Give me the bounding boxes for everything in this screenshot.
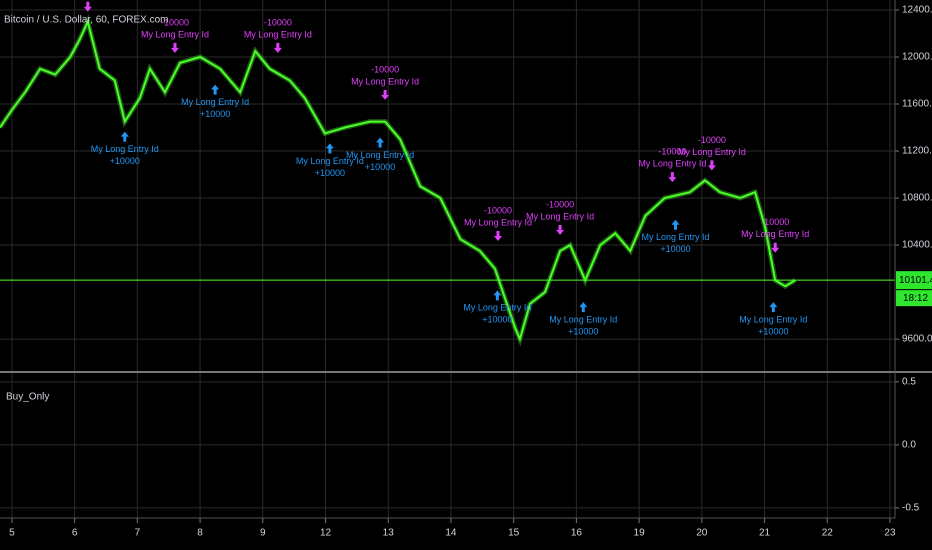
signal-amount: +10000 bbox=[365, 162, 395, 172]
sell-arrow bbox=[493, 230, 502, 241]
x-tick-label: 8 bbox=[197, 528, 203, 539]
y-tick-label: 12400.0 bbox=[902, 5, 932, 16]
countdown-label: 18:12 bbox=[903, 293, 928, 304]
signal-amount: -10000 bbox=[658, 147, 686, 157]
signal-amount: -10000 bbox=[546, 199, 574, 209]
signal-amount: -10000 bbox=[264, 17, 292, 27]
signal-label: My Long Entry Id bbox=[741, 229, 809, 239]
signal-amount: +10000 bbox=[568, 326, 598, 336]
y-tick-label: 10800.0 bbox=[902, 193, 932, 204]
y-tick-label: 9600.0 bbox=[902, 334, 932, 345]
y-tick-label: 11600.0 bbox=[902, 99, 932, 110]
signal-amount: +10000 bbox=[482, 315, 512, 325]
x-tick-label: 12 bbox=[320, 528, 332, 539]
y-tick-label: 0.5 bbox=[902, 376, 916, 387]
y-tick-label: 12000.0 bbox=[902, 52, 932, 63]
signal-label: My Long Entry Id bbox=[464, 217, 532, 227]
pane-title: Buy_Only bbox=[6, 392, 49, 403]
price-line bbox=[0, 18, 796, 343]
signal-label: My Long Entry Id bbox=[351, 76, 419, 86]
last-price-box bbox=[896, 271, 932, 290]
x-tick-label: 14 bbox=[445, 528, 457, 539]
buy-arrow bbox=[325, 143, 334, 154]
buy-arrow bbox=[120, 131, 129, 142]
signal-label: My Long Entry Id bbox=[526, 211, 594, 221]
x-tick-label: 16 bbox=[571, 528, 583, 539]
x-tick-label: 22 bbox=[822, 528, 834, 539]
chart-title: Bitcoin / U.S. Dollar, 60, FOREX.com bbox=[4, 15, 169, 26]
signal-amount: +10000 bbox=[660, 244, 690, 254]
countdown-box bbox=[896, 290, 932, 307]
signal-label: My Long Entry Id bbox=[739, 314, 807, 324]
sell-arrow bbox=[83, 1, 92, 12]
y-tick-label: 10400.0 bbox=[902, 240, 932, 251]
signal-label: My Long Entry Id bbox=[141, 29, 209, 39]
signal-label: My Long Entry Id bbox=[549, 314, 617, 324]
y-tick-label: 11200.0 bbox=[902, 146, 932, 157]
y-tick-label: -0.5 bbox=[902, 503, 920, 514]
x-tick-label: 6 bbox=[72, 528, 78, 539]
signal-amount: +10000 bbox=[758, 326, 788, 336]
x-tick-label: 21 bbox=[759, 528, 771, 539]
sell-arrow bbox=[381, 89, 390, 100]
x-tick-label: 15 bbox=[508, 528, 520, 539]
signal-amount: +10000 bbox=[110, 156, 140, 166]
x-tick-label: 5 bbox=[9, 528, 15, 539]
sell-arrow bbox=[707, 160, 716, 171]
x-tick-label: 19 bbox=[634, 528, 646, 539]
buy-arrow bbox=[579, 302, 588, 313]
sell-arrow bbox=[668, 172, 677, 183]
signal-label: My Long Entry Id bbox=[463, 303, 531, 313]
sell-arrow bbox=[556, 225, 565, 236]
signal-label: My Long Entry Id bbox=[244, 29, 312, 39]
buy-arrow bbox=[769, 302, 778, 313]
sell-arrow bbox=[170, 42, 179, 53]
signal-amount: -10000 bbox=[371, 64, 399, 74]
signal-amount: -10000 bbox=[698, 135, 726, 145]
signal-label: My Long Entry Id bbox=[296, 156, 364, 166]
signal-amount: -10000 bbox=[761, 217, 789, 227]
buy-arrow bbox=[493, 290, 502, 301]
signal-amount: -10000 bbox=[484, 205, 512, 215]
buy-arrow bbox=[376, 137, 385, 148]
signal-label: My Long Entry Id bbox=[638, 159, 706, 169]
y-tick-label: 0.0 bbox=[902, 440, 916, 451]
sell-arrow bbox=[771, 242, 780, 253]
signal-label: My Long Entry Id bbox=[641, 232, 709, 242]
signal-label: My Long Entry Id bbox=[678, 147, 746, 157]
x-tick-label: 23 bbox=[884, 528, 896, 539]
x-tick-label: 20 bbox=[696, 528, 708, 539]
last-price-label: 10101.4 bbox=[899, 275, 932, 286]
signal-amount: +10000 bbox=[315, 168, 345, 178]
sell-arrow bbox=[273, 42, 282, 53]
signal-label: My Long Entry Id bbox=[91, 144, 159, 154]
x-tick-label: 13 bbox=[383, 528, 395, 539]
x-tick-label: 9 bbox=[260, 528, 266, 539]
signal-label: My Long Entry Id bbox=[346, 150, 414, 160]
signal-label: My Long Entry Id bbox=[181, 97, 249, 107]
buy-arrow bbox=[671, 219, 680, 230]
signal-amount: +10000 bbox=[200, 109, 230, 119]
signal-amount: -10000 bbox=[161, 17, 189, 27]
x-tick-label: 7 bbox=[135, 528, 141, 539]
buy-arrow bbox=[211, 84, 220, 95]
